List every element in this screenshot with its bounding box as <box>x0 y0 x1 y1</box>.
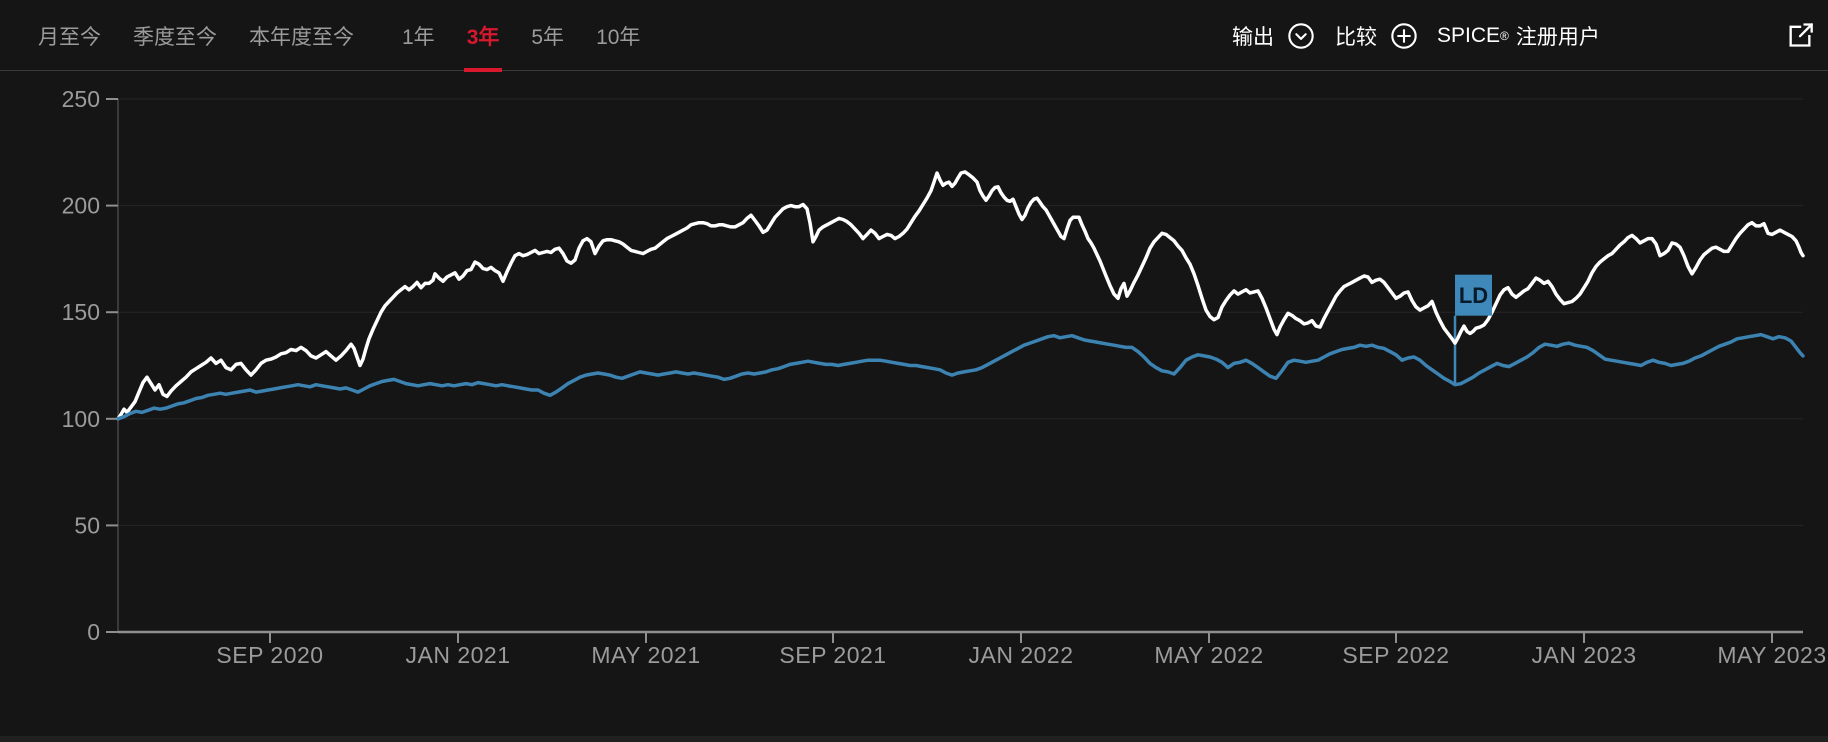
x-axis-label: JAN 2021 <box>405 642 510 668</box>
x-axis-label: SEP 2021 <box>779 642 886 668</box>
tab-month-to-date[interactable]: 月至今 <box>38 25 101 49</box>
output-label: 输出 <box>1232 25 1274 49</box>
tab-3-year[interactable]: 3年 <box>463 0 503 72</box>
spice-user-link[interactable]: SPICE ® 注册用户 <box>1437 0 1600 71</box>
ld-marker-label: LD <box>1459 283 1488 308</box>
y-axis-label: 200 <box>62 193 100 219</box>
x-axis-label: JAN 2023 <box>1531 642 1636 668</box>
period-tabs: 月至今 季度至今 本年度至今 1年 3年 5年 10年 <box>38 0 641 72</box>
chevron-down-circle-icon[interactable] <box>1287 22 1315 50</box>
plus-circle-icon[interactable] <box>1390 22 1418 50</box>
compare-label: 比较 <box>1335 25 1377 49</box>
bottom-divider <box>0 736 1828 742</box>
compare-button[interactable]: 比较 <box>1335 0 1418 71</box>
external-link-icon[interactable] <box>1786 21 1814 49</box>
spice-label: SPICE <box>1437 23 1501 47</box>
period-toolbar: 月至今 季度至今 本年度至今 1年 3年 5年 10年 输出 比较 <box>0 0 1828 72</box>
x-axis-label: MAY 2021 <box>591 642 700 668</box>
tab-10-year[interactable]: 10年 <box>596 25 641 49</box>
y-axis-label: 150 <box>62 299 100 325</box>
tab-year-to-date[interactable]: 本年度至今 <box>249 25 354 49</box>
y-axis-label: 250 <box>62 86 100 112</box>
ld-marker-flag <box>1455 274 1492 316</box>
tab-1-year[interactable]: 1年 <box>402 25 435 49</box>
x-axis-label: MAY 2023 <box>1717 642 1826 668</box>
tab-5-year[interactable]: 5年 <box>531 25 565 49</box>
series-index-blue <box>116 332 1805 421</box>
y-axis-label: 0 <box>87 619 100 645</box>
y-axis-label: 100 <box>62 406 100 432</box>
x-axis-label: SEP 2022 <box>1342 642 1449 668</box>
x-axis-label: SEP 2020 <box>216 642 323 668</box>
x-axis-label: MAY 2022 <box>1154 642 1263 668</box>
header-actions: 输出 比较 SPICE <box>0 0 1828 71</box>
output-button[interactable]: 输出 <box>1232 0 1315 71</box>
series-index-white <box>116 170 1805 421</box>
tab-quarter-to-date[interactable]: 季度至今 <box>133 25 217 49</box>
registered-user-label: 注册用户 <box>1515 25 1600 49</box>
y-axis-label: 50 <box>74 512 100 538</box>
x-axis-label: JAN 2022 <box>968 642 1073 668</box>
